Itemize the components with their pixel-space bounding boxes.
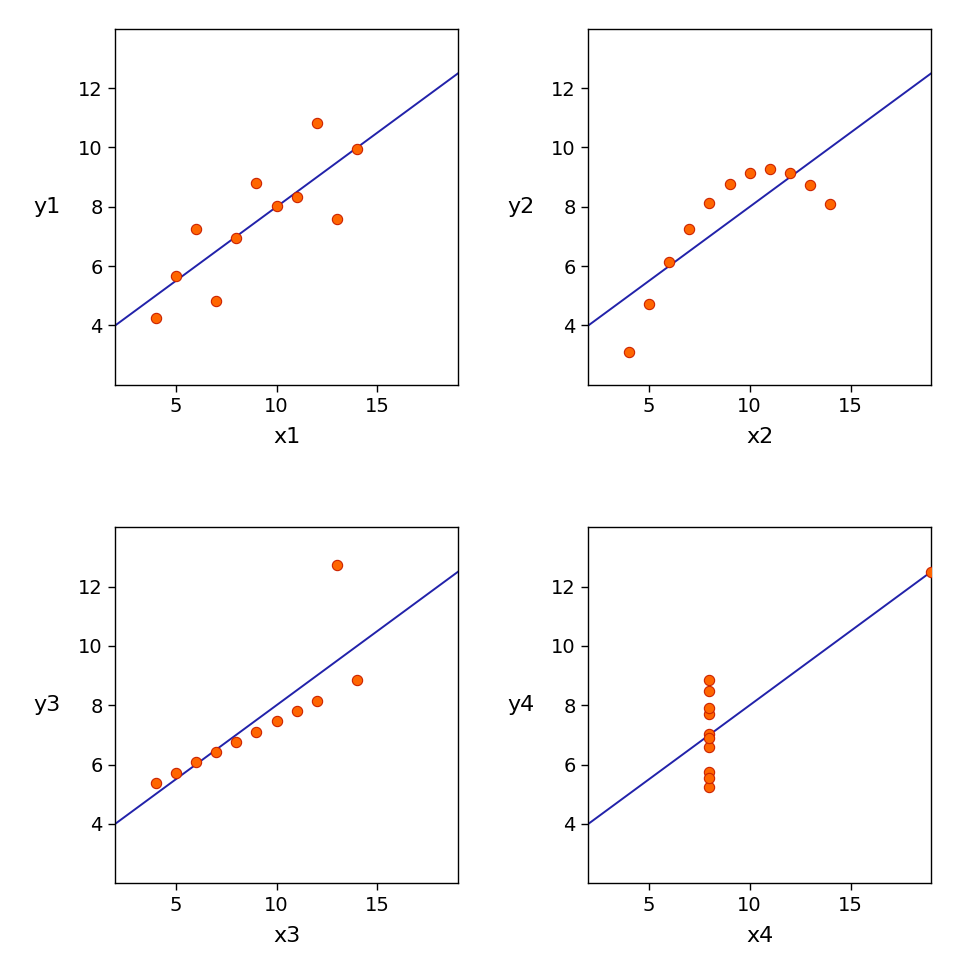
Point (722, 177, 737, 192)
Point (702, 707, 717, 722)
Point (309, 115, 324, 131)
Point (702, 780, 717, 795)
X-axis label: x3: x3 (273, 925, 300, 946)
Point (289, 703, 304, 718)
Point (702, 731, 717, 746)
X-axis label: x4: x4 (746, 925, 774, 946)
Point (309, 693, 324, 708)
Y-axis label: y3: y3 (34, 695, 61, 715)
Point (208, 294, 224, 309)
Point (641, 296, 657, 311)
Y-axis label: y2: y2 (507, 197, 534, 217)
Point (329, 211, 345, 227)
X-axis label: x2: x2 (746, 427, 774, 447)
Point (148, 310, 163, 325)
Point (682, 221, 697, 236)
Point (702, 764, 717, 780)
Point (702, 700, 717, 715)
Y-axis label: y4: y4 (507, 695, 534, 715)
Point (349, 141, 365, 156)
Point (289, 189, 304, 204)
Point (188, 222, 204, 237)
Point (924, 564, 939, 580)
Point (823, 196, 838, 211)
Y-axis label: y1: y1 (34, 197, 61, 217)
Point (803, 178, 818, 193)
Point (762, 161, 778, 177)
X-axis label: x1: x1 (273, 427, 300, 447)
Point (782, 165, 798, 180)
Point (702, 726, 717, 741)
Point (249, 724, 264, 739)
Point (269, 198, 284, 213)
Point (168, 765, 183, 780)
Point (208, 744, 224, 759)
Point (349, 673, 365, 688)
Point (148, 775, 163, 790)
Point (249, 175, 264, 190)
Point (329, 557, 345, 572)
Point (742, 165, 757, 180)
Point (269, 713, 284, 729)
Point (188, 755, 204, 770)
Point (702, 195, 717, 210)
Point (621, 345, 636, 360)
Point (228, 230, 244, 246)
Point (228, 734, 244, 750)
Point (702, 673, 717, 688)
Point (702, 739, 717, 755)
Point (661, 254, 677, 270)
Point (702, 770, 717, 785)
Point (168, 268, 183, 283)
Point (702, 684, 717, 699)
